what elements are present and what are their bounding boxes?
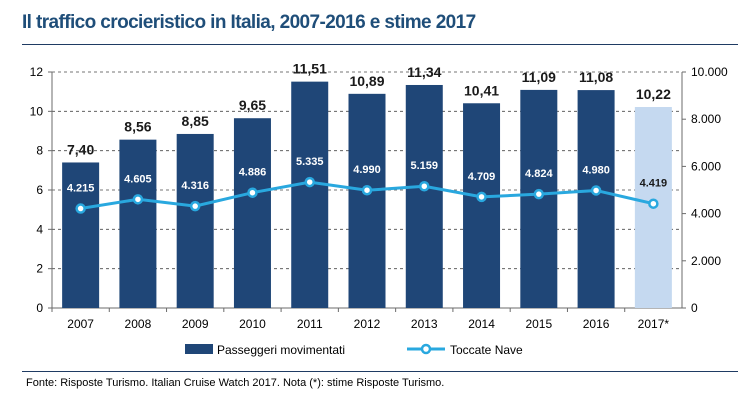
y2-tick-label: 10.000 xyxy=(691,65,728,79)
line-point xyxy=(590,185,602,196)
bar-value-label: 8,85 xyxy=(182,113,209,129)
bar-value-label: 10,41 xyxy=(464,82,499,98)
line-value-label: 4.419 xyxy=(640,178,668,190)
chart-area: 0 2 4 6 8 10 12 0 2.000 4.000 6.000 8.000 10.000 2007… xyxy=(30,61,728,357)
line-point xyxy=(361,184,373,196)
x-tick-label: 2008 xyxy=(125,317,152,331)
y2-tick-label: 0 xyxy=(691,301,698,315)
y-tick-label: 12 xyxy=(30,65,44,79)
bar xyxy=(176,133,214,308)
line-point xyxy=(189,200,201,212)
footer-divider xyxy=(22,371,738,372)
y2-tick-label: 6.000 xyxy=(691,159,721,173)
line-value-label: 4.980 xyxy=(582,164,610,176)
line-value-label: 4.605 xyxy=(124,173,152,185)
bar xyxy=(348,93,386,308)
x-tick-label: 2012 xyxy=(354,317,381,331)
x-tick-label: 2016 xyxy=(583,317,610,331)
line-value-label: 5.335 xyxy=(296,156,324,168)
legend-label-line: Toccate Nave xyxy=(450,343,523,357)
bar xyxy=(405,84,443,308)
bar-value-label: 10,89 xyxy=(349,73,384,89)
line-point xyxy=(304,176,315,188)
title-divider xyxy=(22,44,738,45)
line-point xyxy=(132,194,144,205)
x-tick-label: 2015 xyxy=(525,317,552,331)
bar xyxy=(233,118,271,308)
x-tick-label: 2017* xyxy=(638,317,670,331)
bar-value-label: 11,09 xyxy=(522,69,556,85)
x-tick-label: 2009 xyxy=(182,317,209,331)
bar xyxy=(62,162,100,308)
line-point xyxy=(247,187,258,198)
line-point xyxy=(476,191,487,203)
line-point xyxy=(648,198,659,209)
y-tick-label: 10 xyxy=(30,104,44,118)
legend: Passeggeri movimentati Toccate Nave xyxy=(185,343,523,357)
line-value-label: 5.159 xyxy=(411,160,439,172)
x-tick-label: 2007 xyxy=(67,317,94,331)
y-tick-label: 6 xyxy=(36,183,43,197)
y-tick-label: 2 xyxy=(36,262,43,276)
bar-value-label: 10,22 xyxy=(636,86,671,102)
legend-swatch-bar xyxy=(185,344,213,354)
source-note: Fonte: Risposte Turismo. Italian Cruise … xyxy=(26,377,445,389)
y-tick-label: 8 xyxy=(36,144,43,158)
bar-value-label: 7,40 xyxy=(67,141,94,157)
x-tick-label: 2013 xyxy=(411,317,438,331)
line-value-label: 4.990 xyxy=(353,164,381,176)
line-value-label: 4.824 xyxy=(525,168,553,180)
bar xyxy=(577,90,615,309)
legend-label-bar: Passeggeri movimentati xyxy=(217,343,345,357)
bar-value-label: 8,56 xyxy=(124,119,151,135)
y2-tick-label: 4.000 xyxy=(691,207,721,221)
bar xyxy=(463,103,501,309)
y2-tick-label: 2.000 xyxy=(691,254,721,268)
y-tick-label: 4 xyxy=(36,222,43,236)
line-point xyxy=(419,180,430,192)
line-value-label: 4.709 xyxy=(468,171,496,183)
y-tick-label: 0 xyxy=(36,301,43,315)
line-value-label: 4.215 xyxy=(67,183,95,195)
x-tick-label: 2011 xyxy=(297,317,323,331)
bar-value-label: 11,34 xyxy=(407,64,441,80)
line-value-label: 4.886 xyxy=(239,167,267,179)
x-tick-label: 2010 xyxy=(239,317,266,331)
bar xyxy=(119,139,157,308)
bar xyxy=(291,81,329,309)
bar-value-label: 11,08 xyxy=(579,69,613,85)
line-point xyxy=(533,188,545,200)
x-tick-label: 2014 xyxy=(468,317,495,331)
legend-marker xyxy=(420,343,432,355)
chart-title: Il traffico crocieristico in Italia, 200… xyxy=(22,12,476,33)
y2-tick-label: 8.000 xyxy=(691,112,721,126)
line-point xyxy=(75,203,86,214)
bar-value-label: 9,65 xyxy=(239,97,266,113)
bar-value-label: 11,51 xyxy=(293,61,327,77)
line-value-label: 4.316 xyxy=(181,180,209,192)
